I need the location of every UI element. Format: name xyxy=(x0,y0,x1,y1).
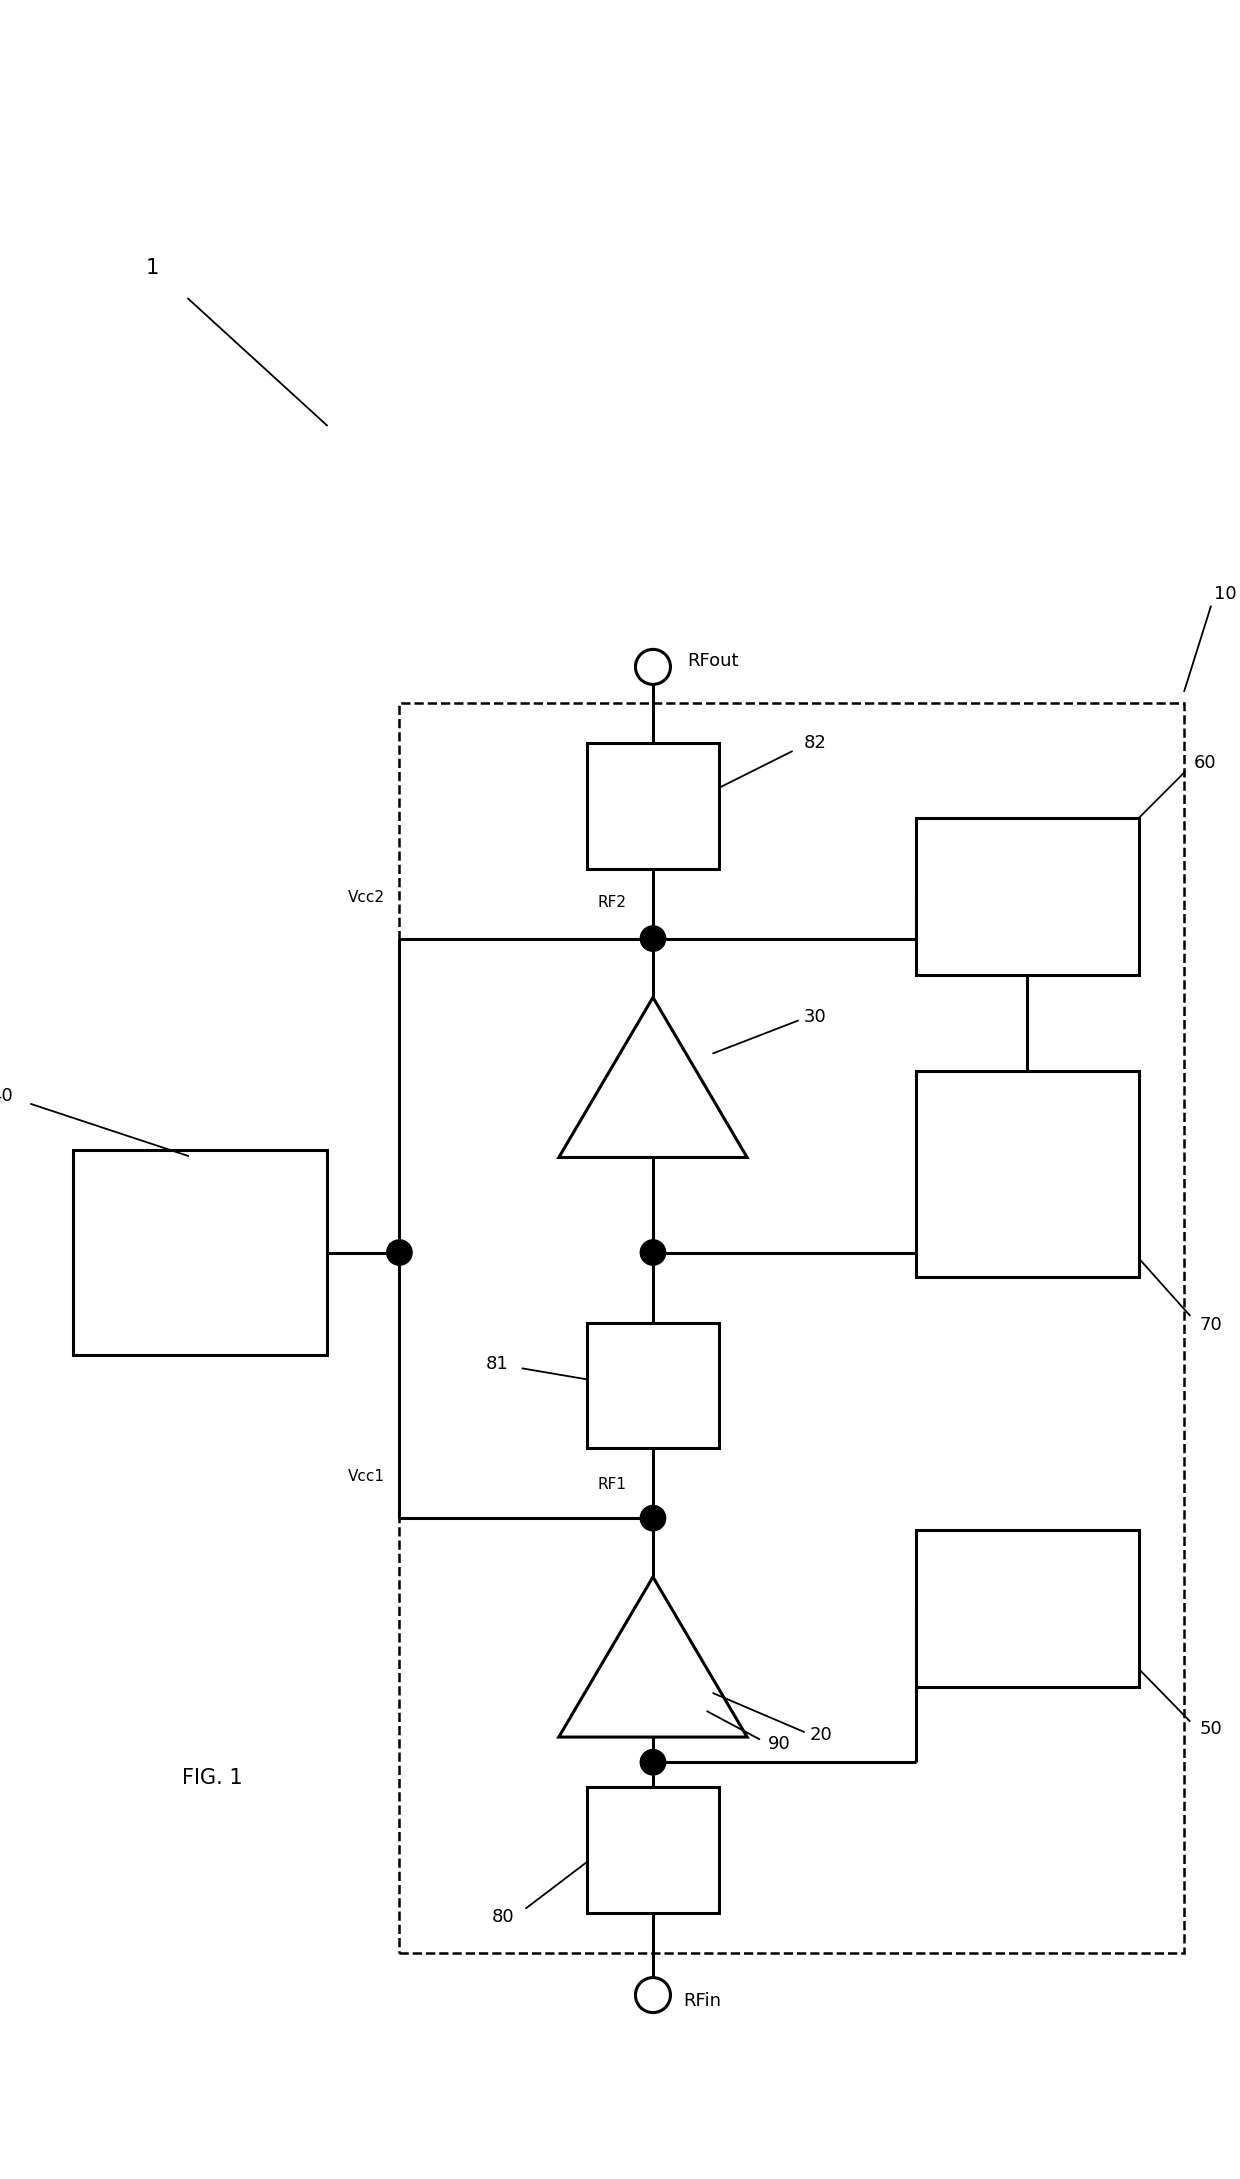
Text: 10: 10 xyxy=(1214,586,1238,604)
Text: RFout: RFout xyxy=(687,652,738,669)
Text: 1: 1 xyxy=(145,259,159,279)
Text: 60: 60 xyxy=(1193,754,1216,774)
Polygon shape xyxy=(559,1578,748,1737)
Circle shape xyxy=(640,1506,666,1532)
Text: MN: MN xyxy=(637,1841,668,1859)
Text: RF2: RF2 xyxy=(598,896,626,911)
Text: 40: 40 xyxy=(0,1087,12,1105)
Text: POWER
SUPPLY
CIRCUIT: POWER SUPPLY CIRCUIT xyxy=(174,1229,226,1277)
Circle shape xyxy=(640,1750,666,1776)
Polygon shape xyxy=(559,998,748,1157)
Bar xyxy=(587,743,719,869)
Bar xyxy=(915,1072,1140,1277)
Circle shape xyxy=(640,926,666,952)
Circle shape xyxy=(387,1240,412,1266)
Text: Vcc2: Vcc2 xyxy=(348,889,384,904)
Text: BIAS
CIRCUIT: BIAS CIRCUIT xyxy=(999,1593,1055,1626)
Text: Vcc1: Vcc1 xyxy=(348,1469,384,1484)
Text: BIAS
CIRCUIT: BIAS CIRCUIT xyxy=(999,880,1055,913)
Text: RFin: RFin xyxy=(683,1992,722,2011)
Circle shape xyxy=(640,1240,666,1266)
Text: 20: 20 xyxy=(810,1726,833,1745)
Text: BIAS
ADJUSTMENT
CIRCUIT: BIAS ADJUSTMENT CIRCUIT xyxy=(986,1151,1069,1196)
Text: MN: MN xyxy=(637,1375,668,1395)
Text: 80: 80 xyxy=(491,1907,515,1926)
Text: 82: 82 xyxy=(804,734,827,752)
Bar xyxy=(73,1151,327,1355)
Text: 81: 81 xyxy=(485,1355,508,1373)
Text: 30: 30 xyxy=(804,1009,827,1026)
Text: RF1: RF1 xyxy=(598,1477,626,1493)
Bar xyxy=(399,704,1184,1952)
Text: FIG. 1: FIG. 1 xyxy=(182,1767,243,1787)
Bar xyxy=(915,817,1140,974)
Bar xyxy=(915,1530,1140,1687)
Text: 70: 70 xyxy=(1199,1316,1223,1334)
Text: MN: MN xyxy=(637,795,668,815)
Text: 50: 50 xyxy=(1199,1721,1223,1739)
Bar xyxy=(587,1787,719,1913)
Bar xyxy=(587,1323,719,1449)
Text: 90: 90 xyxy=(768,1734,790,1752)
